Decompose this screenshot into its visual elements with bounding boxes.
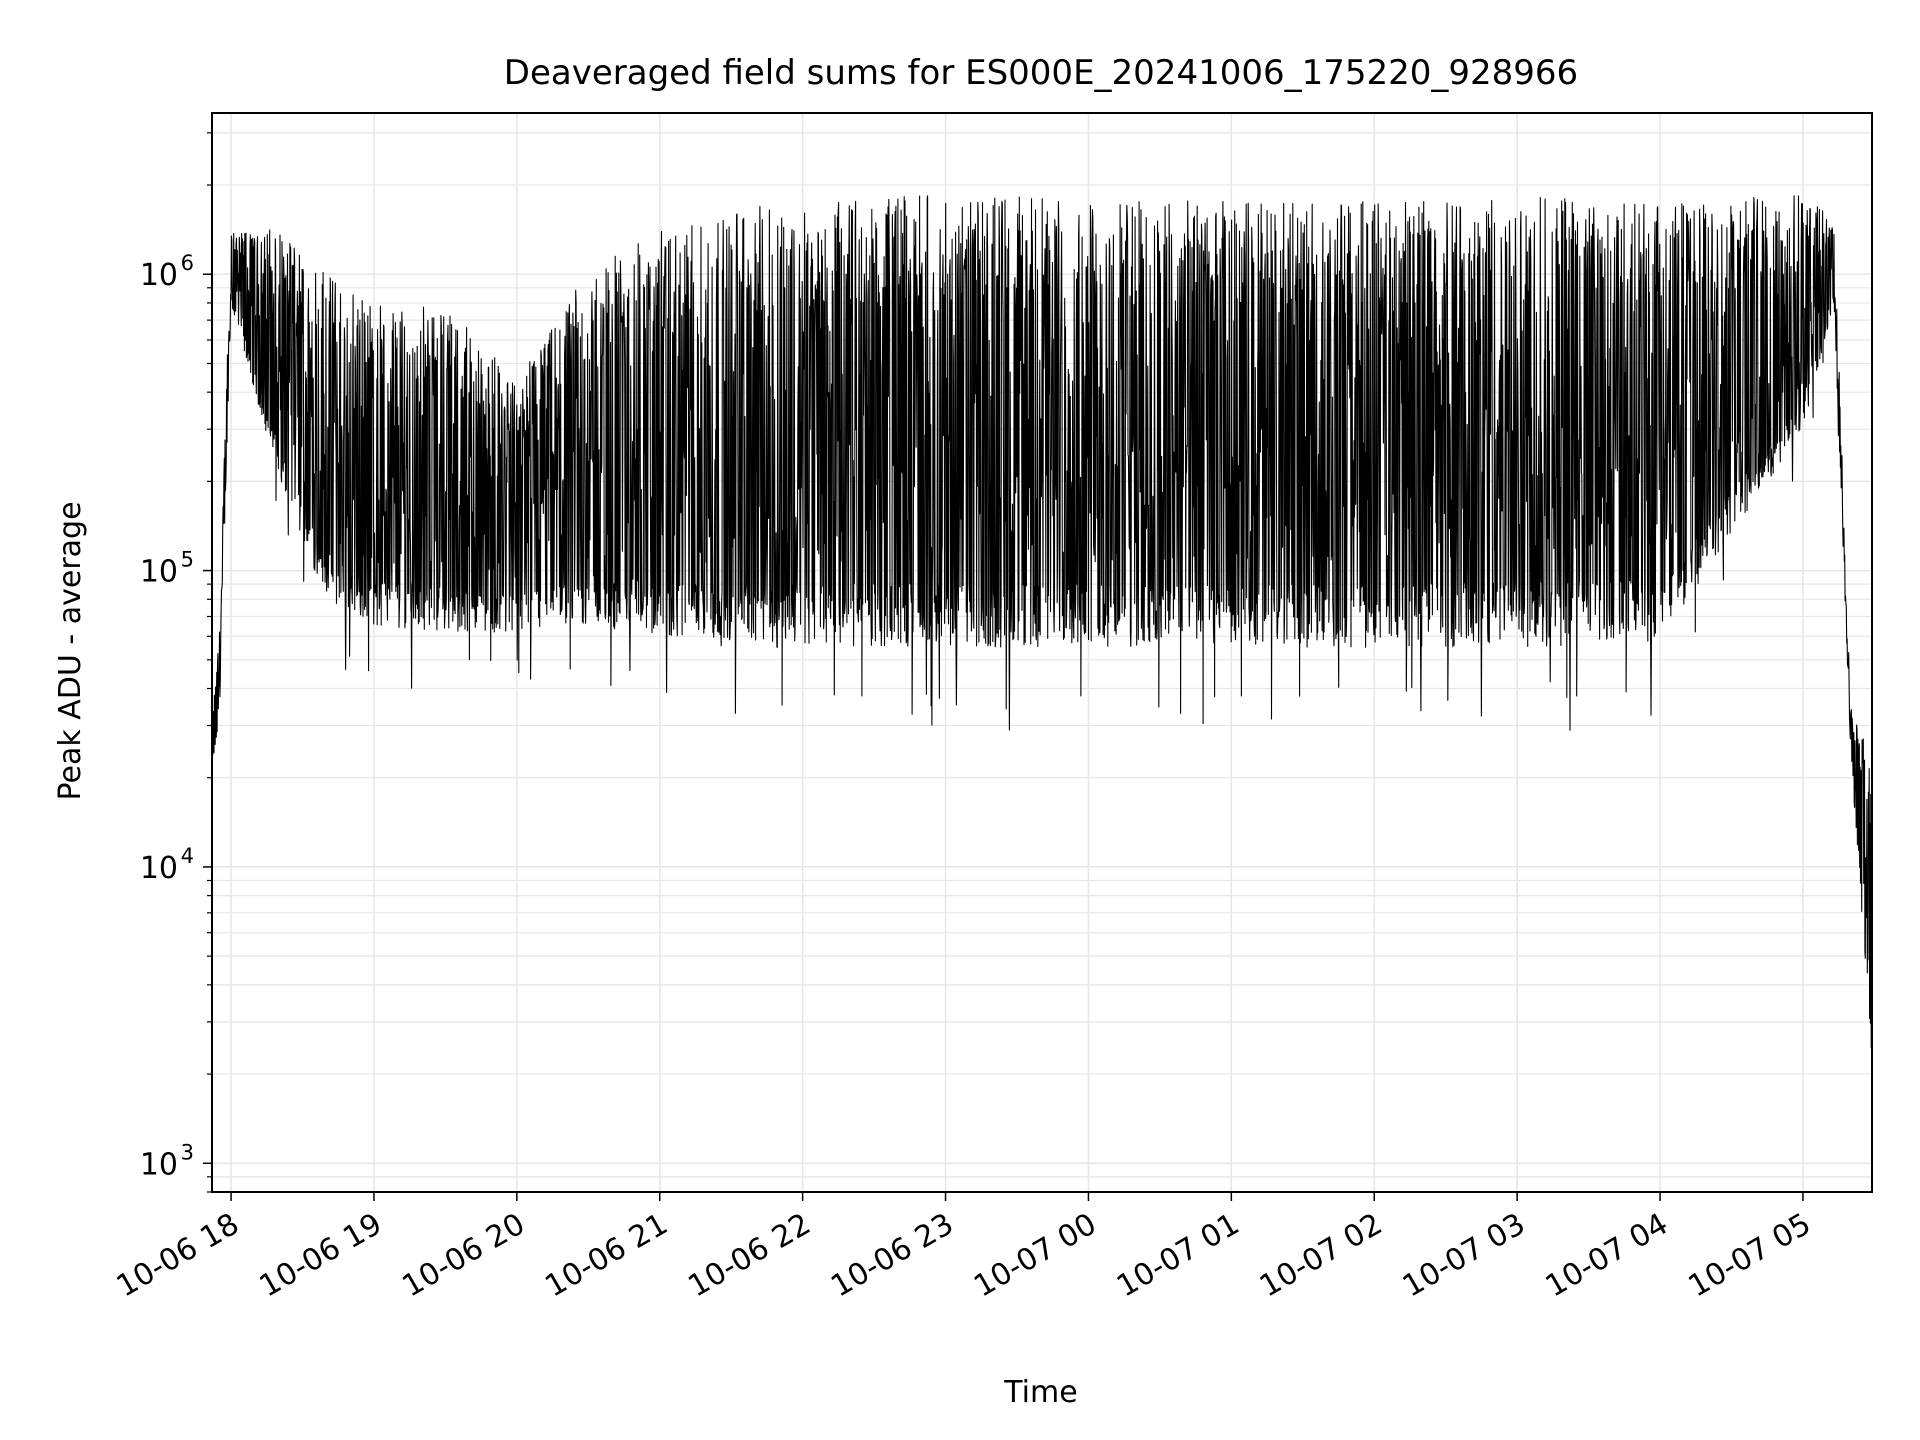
x-tick-label: 10-07 02	[1254, 1207, 1388, 1305]
y-tick-exponent: 6	[181, 251, 194, 275]
x-axis-ticks: 10-06 18 10-06 19 10-06 20 10-06 21 10-06 22…	[111, 1192, 1817, 1304]
x-tick-label: 10-06 22	[682, 1207, 816, 1305]
x-tick-label: 10-06 20	[397, 1207, 531, 1305]
series-line	[211, 195, 1873, 1049]
x-tick-label: 10-07 00	[968, 1207, 1102, 1305]
plot-frame	[211, 112, 1873, 1193]
y-tick-label: 10	[140, 1147, 178, 1182]
y-tick-label: 10	[140, 258, 178, 293]
y-tick-label: 10	[140, 851, 178, 886]
x-tick-label: 10-06 19	[254, 1207, 388, 1305]
x-tick-label: 10-06 21	[539, 1207, 673, 1305]
x-tick-label: 10-07 05	[1683, 1207, 1817, 1305]
x-tick-label: 10-06 18	[111, 1207, 245, 1305]
x-tick-label: 10-07 01	[1111, 1207, 1245, 1305]
y-axis-label: Peak ADU - average	[53, 501, 88, 800]
y-tick-exponent: 4	[181, 844, 194, 868]
y-tick-exponent: 5	[181, 548, 194, 572]
chart-title: Deaveraged field sums for ES000E_2024100…	[504, 53, 1578, 93]
y-tick-label: 10	[140, 555, 178, 590]
y-tick-exponent: 3	[181, 1140, 194, 1164]
x-tick-label: 10-06 23	[825, 1207, 959, 1305]
series-path	[211, 195, 1873, 1049]
x-tick-label: 10-07 04	[1540, 1207, 1674, 1305]
x-tick-label: 10-07 03	[1397, 1207, 1531, 1305]
x-axis-label: Time	[1003, 1375, 1077, 1410]
